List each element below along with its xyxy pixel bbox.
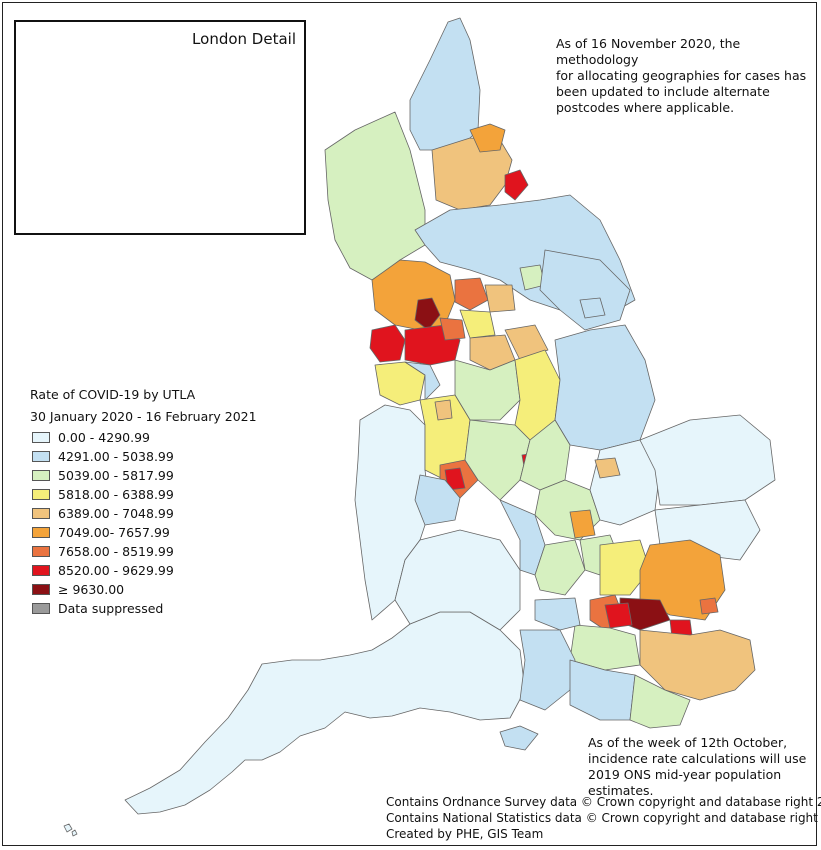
region-warwickshire xyxy=(464,419,531,501)
legend-swatch xyxy=(32,489,50,500)
legend-swatch xyxy=(32,527,50,538)
legend-label: 0.00 - 4290.99 xyxy=(58,430,150,445)
inset-title: London Detail xyxy=(192,30,296,48)
incidence-note: As of the week of 12th October, incidenc… xyxy=(588,735,807,798)
region-lincolnshire xyxy=(554,324,656,451)
credits: Contains Ordnance Survey data © Crown co… xyxy=(386,794,821,842)
legend-label: 5039.00 - 5817.99 xyxy=(58,468,174,483)
region-northumberland xyxy=(409,17,481,151)
legend-label: 5818.00 - 6388.99 xyxy=(58,487,174,502)
region-buckinghamshire xyxy=(534,539,586,596)
region-kent xyxy=(639,629,756,701)
region-liverpool xyxy=(369,324,406,363)
legend-item: 5818.00 - 6388.99 xyxy=(32,485,257,504)
credit-author: Created by PHE, GIS Team xyxy=(386,827,544,841)
region-worcestershire xyxy=(414,474,461,526)
legend-label: 4291.00 - 5038.99 xyxy=(58,449,174,464)
region-cumbria xyxy=(324,111,426,281)
region-norfolk xyxy=(639,414,776,506)
legend-swatch xyxy=(32,451,50,462)
region-southend xyxy=(699,597,719,615)
legend-subtitle: 30 January 2020 - 16 February 2021 xyxy=(30,409,257,424)
region-blackburn xyxy=(414,297,441,331)
region-hull xyxy=(579,297,606,319)
credit-os: Contains Ordnance Survey data © Crown co… xyxy=(386,795,821,809)
region-isle-of-wight xyxy=(499,725,539,751)
legend-label: 8520.00 - 9629.99 xyxy=(58,563,174,578)
legend-item: 0.00 - 4290.99 xyxy=(32,428,257,447)
region-bradford xyxy=(454,277,489,311)
legend-label: 7658.00 - 8519.99 xyxy=(58,544,174,559)
region-warrington xyxy=(404,361,441,401)
legend-swatch xyxy=(32,470,50,481)
methodology-note: As of 16 November 2020, the methodology … xyxy=(556,36,807,115)
legend-swatch xyxy=(32,508,50,519)
legend: Rate of COVID-19 by UTLA 30 January 2020… xyxy=(30,384,257,618)
legend-label: ≥ 9630.00 xyxy=(58,582,125,597)
region-kirklees xyxy=(459,309,496,339)
legend-swatch xyxy=(32,584,50,595)
legend-item: 7049.00- 7657.99 xyxy=(32,523,257,542)
legend-label: Data suppressed xyxy=(58,601,164,616)
region-isles-of-scilly xyxy=(63,823,78,837)
region-peterborough xyxy=(594,457,621,479)
region-tyneside xyxy=(469,123,506,153)
legend-item: Data suppressed xyxy=(32,599,257,618)
region-west-sussex xyxy=(569,659,636,721)
legend-item: 4291.00 - 5038.99 xyxy=(32,447,257,466)
legend-label: 6389.00 - 7048.99 xyxy=(58,506,174,521)
region-stoke xyxy=(434,399,453,421)
region-london-central xyxy=(604,602,633,629)
region-east-sussex xyxy=(629,674,691,729)
region-rotherham xyxy=(504,324,549,361)
london-detail-inset: London Detail xyxy=(14,20,306,235)
region-bolton xyxy=(439,317,466,341)
legend-item: 8520.00 - 9629.99 xyxy=(32,561,257,580)
region-south-west xyxy=(124,611,526,815)
legend-item: 5039.00 - 5817.99 xyxy=(32,466,257,485)
legend-label: 7049.00- 7657.99 xyxy=(58,525,170,540)
region-leeds xyxy=(484,284,516,313)
region-gloucestershire xyxy=(394,529,521,631)
legend-item: ≥ 9630.00 xyxy=(32,580,257,599)
legend-item: 6389.00 - 7048.99 xyxy=(32,504,257,523)
legend-swatch xyxy=(32,603,50,614)
credit-ns: Contains National Statistics data © Crow… xyxy=(386,811,821,825)
legend-swatch xyxy=(32,565,50,576)
region-milton-keynes xyxy=(569,509,596,539)
legend-item: 7658.00 - 8519.99 xyxy=(32,542,257,561)
legend-swatch xyxy=(32,432,50,443)
region-teesside xyxy=(504,169,529,201)
region-east-riding xyxy=(539,249,631,331)
region-hampshire xyxy=(519,629,576,711)
legend-swatch xyxy=(32,546,50,557)
legend-title: Rate of COVID-19 by UTLA xyxy=(30,387,196,402)
region-berkshire xyxy=(534,597,581,631)
